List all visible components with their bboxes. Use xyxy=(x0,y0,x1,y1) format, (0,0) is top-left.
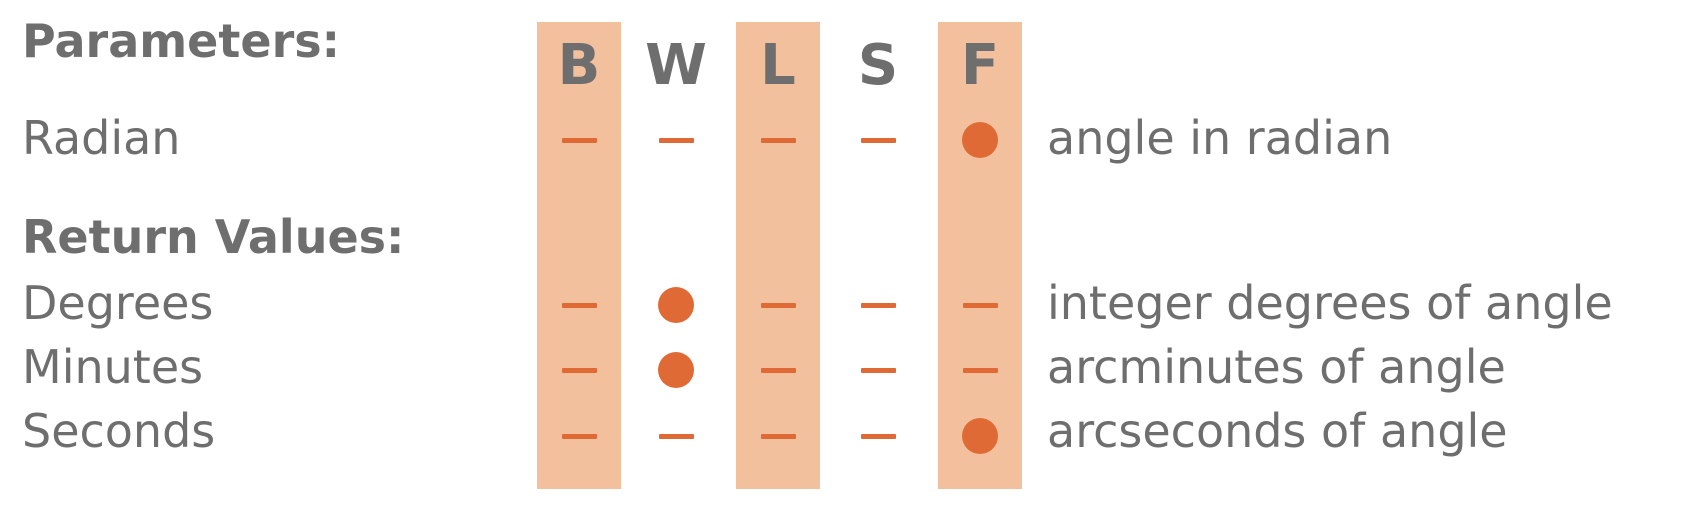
mark-cell-minutes-s xyxy=(836,350,920,390)
row-label-degrees: Degrees xyxy=(22,280,213,326)
mark-cell-degrees-w xyxy=(634,285,718,325)
row-description-minutes: arcminutes of angle xyxy=(1047,344,1506,390)
row-label-radian: Radian xyxy=(22,115,180,161)
mark-cell-seconds-f xyxy=(938,416,1022,456)
mark-cell-degrees-f xyxy=(938,285,1022,325)
mark-cell-radian-l xyxy=(736,120,820,160)
dash-mark-seconds-w xyxy=(659,434,694,439)
row-label-minutes: Minutes xyxy=(22,344,203,390)
mark-cell-seconds-w xyxy=(634,416,718,456)
column-header-l: L xyxy=(736,38,820,94)
dash-mark-seconds-s xyxy=(861,434,896,439)
column-header-w: W xyxy=(634,38,718,94)
row-description-radian: angle in radian xyxy=(1047,115,1392,161)
mark-cell-seconds-s xyxy=(836,416,920,456)
mark-cell-minutes-b xyxy=(537,350,621,390)
mark-cell-radian-f xyxy=(938,120,1022,160)
column-header-s: S xyxy=(836,38,920,94)
dot-mark-minutes-w xyxy=(658,352,694,388)
row-description-degrees: integer degrees of angle xyxy=(1047,280,1613,326)
mark-cell-radian-w xyxy=(634,120,718,160)
dash-mark-seconds-b xyxy=(562,434,597,439)
dash-mark-degrees-l xyxy=(761,303,796,308)
mark-cell-degrees-b xyxy=(537,285,621,325)
dash-mark-radian-l xyxy=(761,138,796,143)
column-header-b: B xyxy=(537,38,621,94)
mark-cell-radian-s xyxy=(836,120,920,160)
dash-mark-degrees-f xyxy=(963,303,998,308)
row-label-seconds: Seconds xyxy=(22,408,215,454)
return-values-heading: Return Values: xyxy=(22,214,404,260)
dash-mark-degrees-s xyxy=(861,303,896,308)
parameters-heading: Parameters: xyxy=(22,18,340,64)
mark-cell-minutes-f xyxy=(938,350,1022,390)
row-description-seconds: arcseconds of angle xyxy=(1047,408,1508,454)
mark-cell-degrees-s xyxy=(836,285,920,325)
dash-mark-degrees-b xyxy=(562,303,597,308)
mark-cell-seconds-b xyxy=(537,416,621,456)
mark-cell-radian-b xyxy=(537,120,621,160)
dash-mark-minutes-f xyxy=(963,368,998,373)
dot-mark-seconds-f xyxy=(962,418,998,454)
dash-mark-seconds-l xyxy=(761,434,796,439)
dash-mark-radian-w xyxy=(659,138,694,143)
column-header-f: F xyxy=(938,38,1022,94)
dot-mark-degrees-w xyxy=(658,287,694,323)
dash-mark-radian-s xyxy=(861,138,896,143)
mark-cell-seconds-l xyxy=(736,416,820,456)
dot-mark-radian-f xyxy=(962,122,998,158)
mark-cell-minutes-l xyxy=(736,350,820,390)
mark-cell-minutes-w xyxy=(634,350,718,390)
dash-mark-minutes-b xyxy=(562,368,597,373)
mark-cell-degrees-l xyxy=(736,285,820,325)
dash-mark-radian-b xyxy=(562,138,597,143)
dash-mark-minutes-s xyxy=(861,368,896,373)
dash-mark-minutes-l xyxy=(761,368,796,373)
